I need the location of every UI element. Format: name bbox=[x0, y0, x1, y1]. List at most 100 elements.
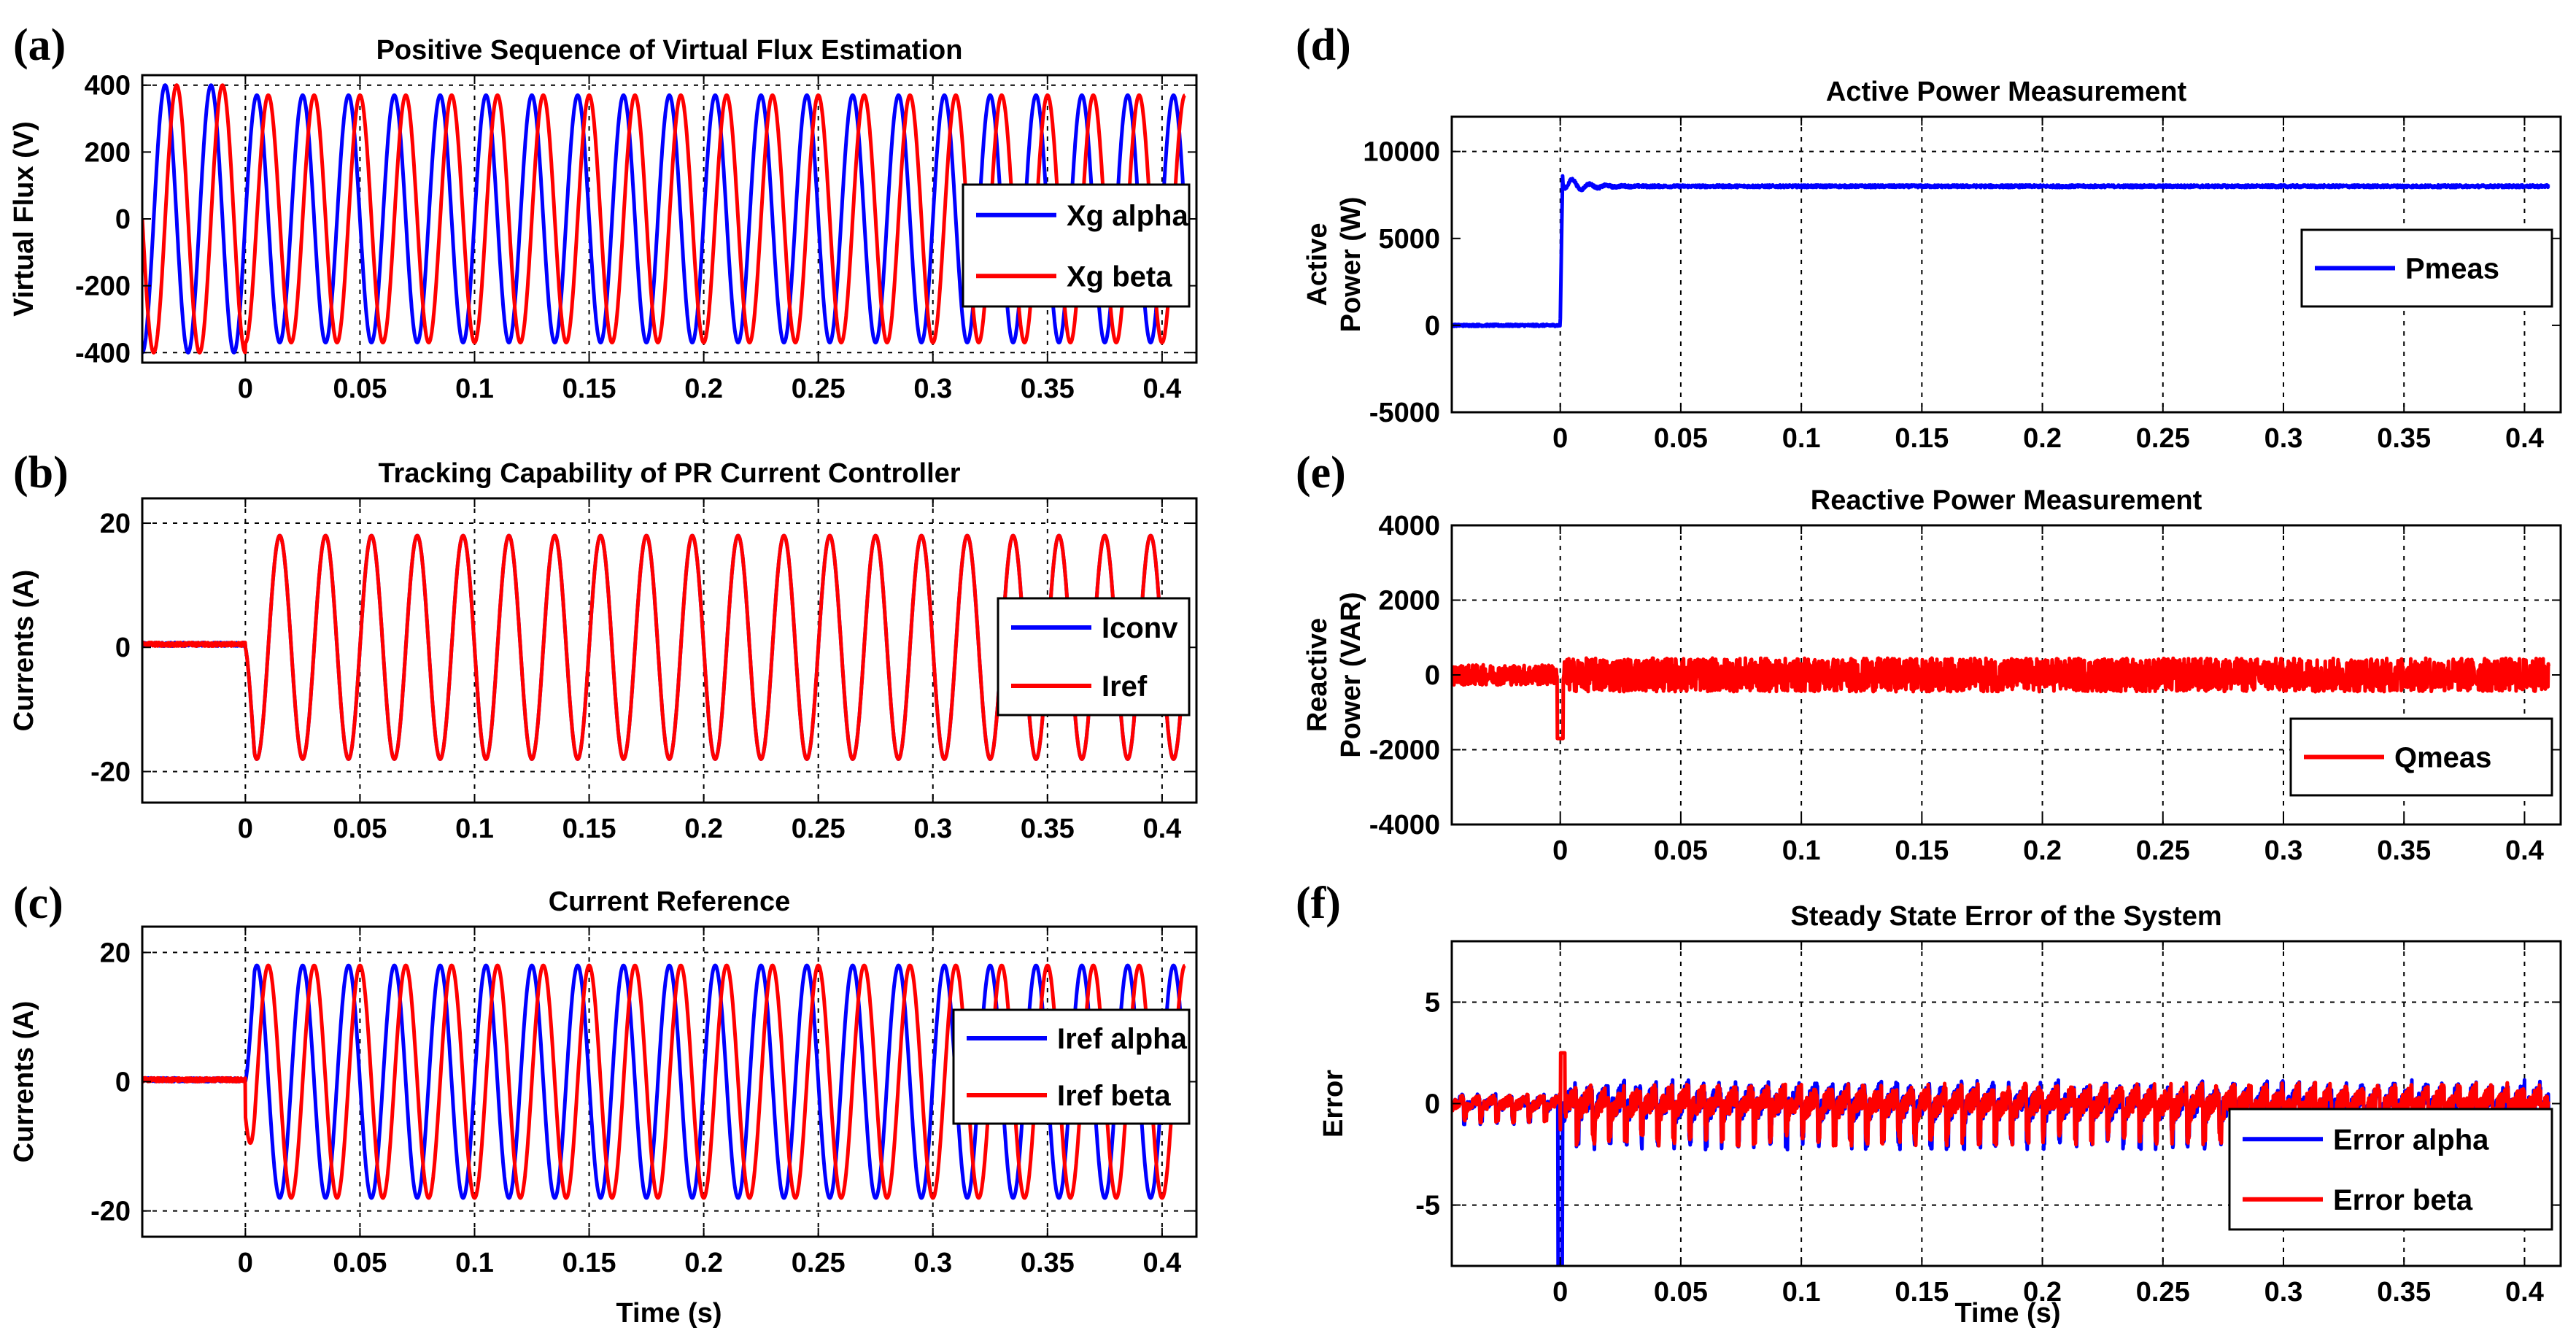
y-tick-label: -5000 bbox=[1369, 398, 1440, 428]
x-tick-label: 0.4 bbox=[1142, 374, 1181, 404]
chart-title: Reactive Power Measurement bbox=[1811, 485, 2202, 516]
x-tick-label: 0.15 bbox=[1895, 835, 1949, 866]
x-axis-label: Time (s) bbox=[616, 1298, 722, 1329]
series-line-iref-alpha bbox=[142, 963, 1187, 1200]
panel-label: (a) bbox=[13, 20, 66, 70]
y-tick-label: 10000 bbox=[1363, 137, 1440, 168]
legend-entry: Xg beta bbox=[1067, 260, 1172, 293]
x-tick-label: 0.1 bbox=[455, 374, 494, 404]
y-axis-label: Power (W) bbox=[1336, 197, 1366, 333]
legend: Pmeas bbox=[2300, 228, 2553, 308]
panel-c: (c) Current Reference 0 0.05 0.1 0.15 0.2 0.25 0… bbox=[9, 878, 1198, 1329]
x-tick-label: 0.25 bbox=[2136, 1277, 2190, 1308]
x-tick-label: 0.25 bbox=[792, 814, 846, 844]
y-axis-label: Reactive bbox=[1302, 618, 1333, 732]
x-tick-label: 0 bbox=[1552, 835, 1568, 866]
panel-a: (a) Positive Sequence of Virtual Flux Est… bbox=[9, 20, 1198, 404]
legend-box bbox=[952, 1008, 1191, 1125]
y-axis-label: Power (VAR) bbox=[1336, 592, 1366, 757]
legend: Error alpha Error beta bbox=[2228, 1108, 2553, 1231]
legend-entry: Iref alpha bbox=[1057, 1023, 1188, 1055]
legend-entry: Iconv bbox=[1102, 612, 1178, 644]
legend-box bbox=[2228, 1108, 2553, 1231]
legend: Qmeas bbox=[2289, 717, 2553, 797]
y-tick-label: 0 bbox=[115, 1067, 131, 1098]
x-tick-label: 0.15 bbox=[1895, 1277, 1949, 1308]
x-tick-label: 0.15 bbox=[562, 814, 616, 844]
legend: Iref alpha Iref beta bbox=[952, 1008, 1191, 1125]
legend: Xg alpha Xg beta bbox=[962, 183, 1191, 308]
series-line-pmeas bbox=[1452, 174, 2550, 328]
x-tick-label: 0 bbox=[238, 374, 253, 404]
x-tick-label: 0 bbox=[1552, 1277, 1568, 1308]
x-tick-label: 0.4 bbox=[2505, 835, 2544, 866]
x-tick-label: 0.2 bbox=[684, 814, 723, 844]
y-tick-label: 400 bbox=[85, 71, 131, 101]
chart-title: Tracking Capability of PR Current Contro… bbox=[378, 458, 960, 489]
x-tick-label: 0.05 bbox=[1654, 423, 1708, 454]
x-tick-label: 0.3 bbox=[913, 814, 952, 844]
x-tick-label: 0.2 bbox=[684, 374, 723, 404]
x-tick-label: 0 bbox=[238, 814, 253, 844]
series-group bbox=[1452, 174, 2550, 328]
y-tick-label: -400 bbox=[75, 338, 131, 368]
y-tick-label: -2000 bbox=[1369, 735, 1440, 766]
panel-label: (b) bbox=[13, 448, 69, 498]
y-tick-label: 2000 bbox=[1378, 586, 1440, 617]
x-axis-label: Time (s) bbox=[1954, 1298, 2060, 1329]
x-tick-label: 0.4 bbox=[1142, 814, 1181, 844]
panel-b: (b) Tracking Capability of PR Current Con… bbox=[9, 448, 1198, 844]
x-tick-label: 0.2 bbox=[2023, 423, 2062, 454]
y-axis-label: Currents (A) bbox=[9, 1001, 39, 1163]
x-tick-label: 0.25 bbox=[2136, 423, 2190, 454]
x-tick-label: 0 bbox=[238, 1248, 253, 1278]
legend-box bbox=[997, 597, 1191, 717]
y-tick-label: 20 bbox=[100, 509, 131, 539]
x-tick-label: 0.1 bbox=[1782, 835, 1821, 866]
x-tick-label: 0.05 bbox=[1654, 1277, 1708, 1308]
y-tick-label: -5 bbox=[1415, 1191, 1440, 1221]
y-tick-label: 0 bbox=[1425, 311, 1440, 341]
grid bbox=[1452, 941, 2561, 1266]
series-group bbox=[142, 533, 1187, 761]
legend-entry: Iref bbox=[1102, 671, 1148, 703]
legend-entry: Pmeas bbox=[2405, 253, 2499, 285]
chart-title: Steady State Error of the System bbox=[1790, 901, 2221, 932]
y-axis-label: Virtual Flux (V) bbox=[9, 121, 39, 316]
x-tick-label: 0.05 bbox=[333, 374, 387, 404]
x-tick-label: 0 bbox=[1552, 423, 1568, 454]
x-tick-label: 0.25 bbox=[792, 374, 846, 404]
panel-e: (e) Reactive Power Measurement 0 0.05 0.1 0.1… bbox=[1296, 448, 2562, 866]
y-tick-label: 0 bbox=[1425, 1089, 1440, 1120]
x-tick-label: 0.35 bbox=[1021, 814, 1075, 844]
x-tick-label: 0.25 bbox=[792, 1248, 846, 1278]
series-line-qmeas bbox=[1452, 656, 2550, 741]
panel-label: (f) bbox=[1296, 878, 1341, 928]
x-tick-label: 0.3 bbox=[2264, 835, 2303, 866]
chart-title: Active Power Measurement bbox=[1826, 77, 2187, 107]
y-axis-label: Error bbox=[1318, 1070, 1349, 1138]
series-line-xg-alpha bbox=[142, 83, 1187, 355]
y-tick-label: -4000 bbox=[1369, 810, 1440, 841]
axes-frame bbox=[141, 497, 1198, 804]
y-axis-label: Currents (A) bbox=[9, 570, 39, 732]
y-tick-label: 0 bbox=[115, 633, 131, 663]
chart-title: Current Reference bbox=[549, 887, 791, 917]
x-tick-label: 0.1 bbox=[1782, 423, 1821, 454]
panel-label: (e) bbox=[1296, 448, 1346, 498]
x-tick-label: 0.35 bbox=[2377, 835, 2431, 866]
x-tick-label: 0.2 bbox=[684, 1248, 723, 1278]
x-tick-label: 0.1 bbox=[455, 1248, 494, 1278]
grid bbox=[142, 498, 1196, 803]
x-tick-label: 0.35 bbox=[2377, 423, 2431, 454]
x-tick-label: 0.3 bbox=[2264, 1277, 2303, 1308]
x-tick-label: 0.05 bbox=[333, 814, 387, 844]
x-tick-label: 0.4 bbox=[1142, 1248, 1181, 1278]
legend-entry: Xg alpha bbox=[1067, 200, 1188, 232]
x-tick-label: 0.3 bbox=[913, 374, 952, 404]
y-tick-label: 0 bbox=[115, 204, 131, 235]
y-tick-label: 200 bbox=[85, 137, 131, 168]
panel-label: (c) bbox=[13, 878, 63, 928]
x-tick-label: 0.1 bbox=[1782, 1277, 1821, 1308]
